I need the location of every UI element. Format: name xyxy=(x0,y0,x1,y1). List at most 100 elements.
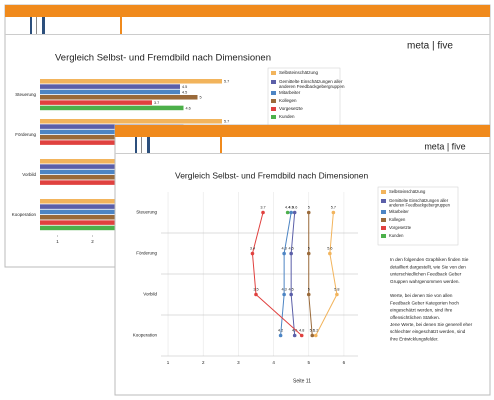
legend-label: Gemittelte Einschätzungen aller anderen F… xyxy=(279,79,345,89)
point xyxy=(289,292,293,297)
legend-swatch xyxy=(381,199,386,203)
legend-label: Gemittelte Einschätzungen aller anderen F… xyxy=(389,198,451,208)
data-label: 3.4 xyxy=(250,247,255,251)
legend-swatch xyxy=(381,218,386,222)
y-tick-label: Vorbild xyxy=(22,172,36,177)
page-number: Seite 11 xyxy=(293,378,311,384)
data-label: 5.1 xyxy=(310,329,315,333)
stripe xyxy=(36,17,37,34)
bar xyxy=(40,204,184,209)
chart-title: Vergleich Selbst- und Fremdbild nach Dim… xyxy=(175,170,369,180)
series-line xyxy=(290,212,296,336)
legend-swatch xyxy=(271,80,276,84)
paragraph-line: unterschiedlichen Feedback Geber xyxy=(390,272,462,277)
paragraph-line: schlechter eingeschätzt werden, sind xyxy=(390,329,466,334)
point xyxy=(289,251,293,256)
x-tick-label: 6 xyxy=(343,360,346,365)
bar xyxy=(40,119,222,124)
legend-label: Mitarbeiter xyxy=(389,209,409,214)
x-tick-label: 4 xyxy=(272,360,275,365)
legend-label: Kunden xyxy=(389,233,404,238)
data-label: 5.6 xyxy=(327,247,332,251)
x-tick-label: 2 xyxy=(91,239,94,244)
point xyxy=(292,210,297,215)
stripe xyxy=(220,137,222,153)
data-label: 4.5 xyxy=(289,288,294,292)
point xyxy=(310,333,315,338)
bar xyxy=(40,95,198,100)
x-tick-label: 1 xyxy=(56,239,59,244)
point xyxy=(282,292,286,297)
data-label: 5 xyxy=(308,206,310,210)
data-label: 4.5 xyxy=(182,85,187,89)
legend-label: Vorgesetzte xyxy=(389,225,412,230)
data-label: 5 xyxy=(200,96,202,100)
paragraph-line: Gruppen wahrgenommen werden. xyxy=(390,279,460,284)
series-line xyxy=(308,212,313,336)
data-label: 3.5 xyxy=(253,288,258,292)
bar xyxy=(40,140,142,145)
point xyxy=(306,210,311,215)
legend-swatch xyxy=(271,91,276,95)
data-label: 5.7 xyxy=(224,80,229,84)
y-tick-label: Steuerung xyxy=(15,92,36,97)
bar xyxy=(40,180,145,185)
data-label: 5.8 xyxy=(334,288,339,292)
data-label: 4.3 xyxy=(281,247,286,251)
data-label: 4.2 xyxy=(278,329,283,333)
rule xyxy=(5,34,490,35)
data-label: 4.5 xyxy=(289,206,294,210)
legend-swatch xyxy=(381,226,386,230)
x-tick-label: 3 xyxy=(237,360,240,365)
data-label: 5 xyxy=(308,288,310,292)
data-label: 4.8 xyxy=(299,329,304,333)
stripe xyxy=(135,137,137,153)
paragraph-line: Werte, bei denen Sie von allen xyxy=(390,293,453,298)
legend-label: Kollegen xyxy=(279,98,297,103)
bar xyxy=(40,129,173,135)
series-line xyxy=(280,212,292,336)
bar xyxy=(40,209,170,215)
paragraph-line: Feedback Geber Kategorien hoch xyxy=(390,300,459,305)
legend-swatch xyxy=(271,99,276,103)
data-label: 3.7 xyxy=(260,206,265,210)
stripe xyxy=(30,17,32,34)
paragraph-line: eingeschätzt werden, sind Ihre xyxy=(390,308,453,313)
point xyxy=(306,251,311,256)
bar xyxy=(40,124,184,129)
legend-swatch xyxy=(381,210,386,214)
series-line xyxy=(251,212,303,336)
data-label: 4.6 xyxy=(292,206,297,210)
legend-label: Kollegen xyxy=(389,217,406,222)
data-label: 5.2 xyxy=(313,329,318,333)
legend-swatch xyxy=(381,190,386,194)
y-tick-label: Förderung xyxy=(136,251,157,256)
paragraph-line: detailliert dargestellt, wie Sie von den xyxy=(390,264,466,269)
legend-swatch xyxy=(271,71,276,75)
bar xyxy=(40,169,173,175)
legend-line: Gemittelte Einschätzungen aller xyxy=(279,79,343,84)
data-label: 4.4 xyxy=(285,206,290,210)
y-tick-label: Steuerung xyxy=(136,210,157,215)
chart-title: Vergleich Selbst- und Fremdbild nach Dim… xyxy=(55,53,271,64)
paragraph-line: Ihre Entwicklungsfelder. xyxy=(390,336,439,341)
legend-swatch xyxy=(271,107,276,111)
paragraph-line: In den folgenden Graphiken finden Sie xyxy=(390,257,469,262)
data-label: 5.7 xyxy=(331,206,336,210)
point xyxy=(289,210,293,215)
data-label: 4.5 xyxy=(289,247,294,251)
legend-label: Vorgesetzte xyxy=(279,106,303,111)
legend-label: Selbsteinschätzung xyxy=(279,70,319,75)
bar xyxy=(40,89,180,95)
point xyxy=(292,333,297,338)
point xyxy=(261,210,265,215)
logo: meta | five xyxy=(407,41,453,52)
point xyxy=(313,333,318,338)
paragraph-line: offensichtlichen Stärken. xyxy=(390,315,440,320)
legend-swatch xyxy=(271,115,276,119)
point xyxy=(331,210,336,215)
header-bar xyxy=(115,125,490,137)
legend-label: Mitarbeiter xyxy=(279,90,301,95)
legend-swatch xyxy=(381,234,386,238)
